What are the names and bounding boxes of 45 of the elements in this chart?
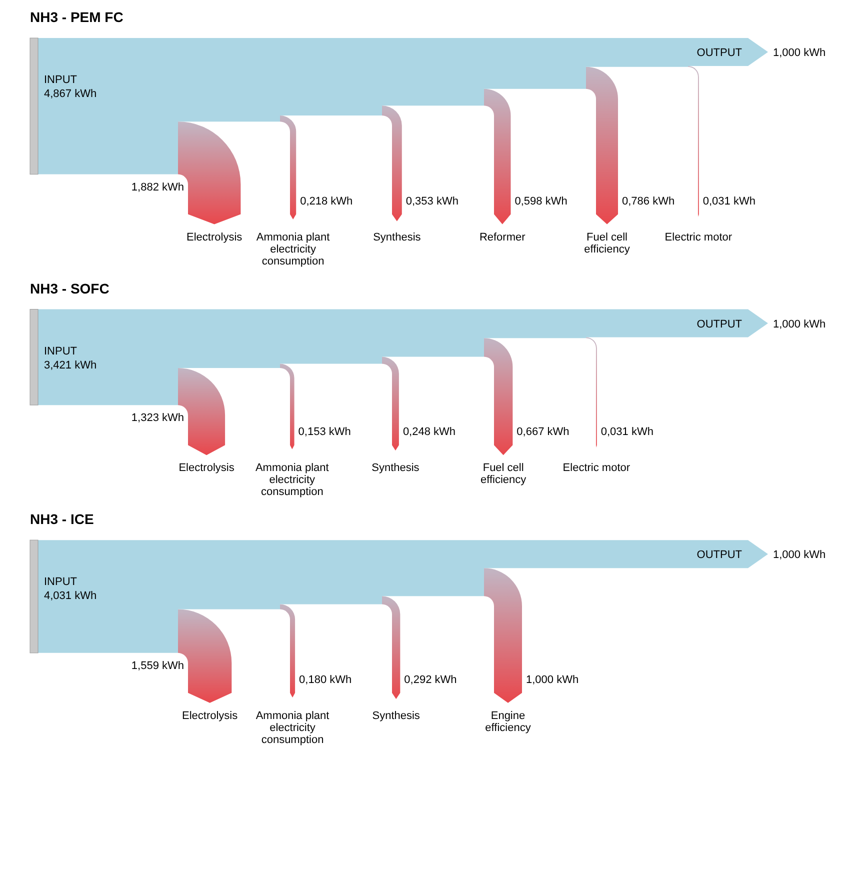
category-label: Electric motor [664, 231, 732, 244]
category-label: INPUT [44, 576, 78, 588]
category-label: Electrolysis [182, 710, 238, 722]
data-label: 4,031 kWh [44, 590, 97, 602]
data-label: 3,421 kWh [44, 359, 97, 372]
data-label: 0,667 kWh [516, 426, 570, 438]
data-label: 0,180 kWh [299, 674, 352, 686]
data-label: 0,786 kWh [622, 195, 675, 208]
category-label: Electrolysis [178, 462, 235, 474]
data-label: 1,882 kWh [131, 181, 184, 194]
category-label: Ammonia plant electricity consumption [256, 231, 330, 268]
category-label: OUTPUT [696, 318, 742, 330]
category-label: Ammonia plant electricity consumption [256, 710, 330, 746]
category-label: Synthesis [372, 462, 420, 474]
category-label: Synthesis [372, 710, 420, 722]
data-label: 4,867 kWh [44, 88, 97, 100]
category-label: Ammonia plant electricity consumption [255, 462, 329, 498]
data-label: 0,292 kWh [404, 674, 457, 686]
data-label: 1,000 kWh [773, 318, 826, 330]
text: NH3 - SOFC [30, 280, 110, 296]
data-label: 1,000 kWh [773, 47, 826, 59]
data-label: 0,598 kWh [514, 195, 568, 208]
category-label: Fuel cell efficiency [480, 462, 527, 486]
data-label: 0,353 kWh [406, 195, 458, 208]
text: NH3 - ICE [30, 511, 94, 528]
data-label: 1,323 kWh [131, 412, 184, 424]
category-label: INPUT [44, 345, 78, 358]
category-label: Synthesis [373, 231, 422, 244]
category-label: Electrolysis [186, 231, 243, 244]
data-label: 0,218 kWh [300, 195, 353, 208]
category-label: Fuel cell efficiency [584, 231, 630, 256]
category-label: OUTPUT [696, 47, 742, 59]
data-label: 0,153 kWh [298, 426, 351, 438]
text: NH3 - PEM FC [30, 9, 124, 25]
category-label: Reformer [479, 231, 526, 244]
data-label: 0,248 kWh [402, 426, 456, 438]
data-label: 1,000 kWh [773, 549, 826, 562]
category-label: Electric motor [562, 462, 630, 474]
data-label: 1,559 kWh [131, 660, 184, 672]
category-label: OUTPUT [696, 549, 742, 562]
category-label: INPUT [44, 74, 78, 86]
category-label: Engine efficiency [485, 710, 532, 734]
data-label: 0,031 kWh [600, 426, 654, 438]
data-label: 0,031 kWh [702, 195, 756, 208]
data-label: 1,000 kWh [526, 674, 579, 686]
